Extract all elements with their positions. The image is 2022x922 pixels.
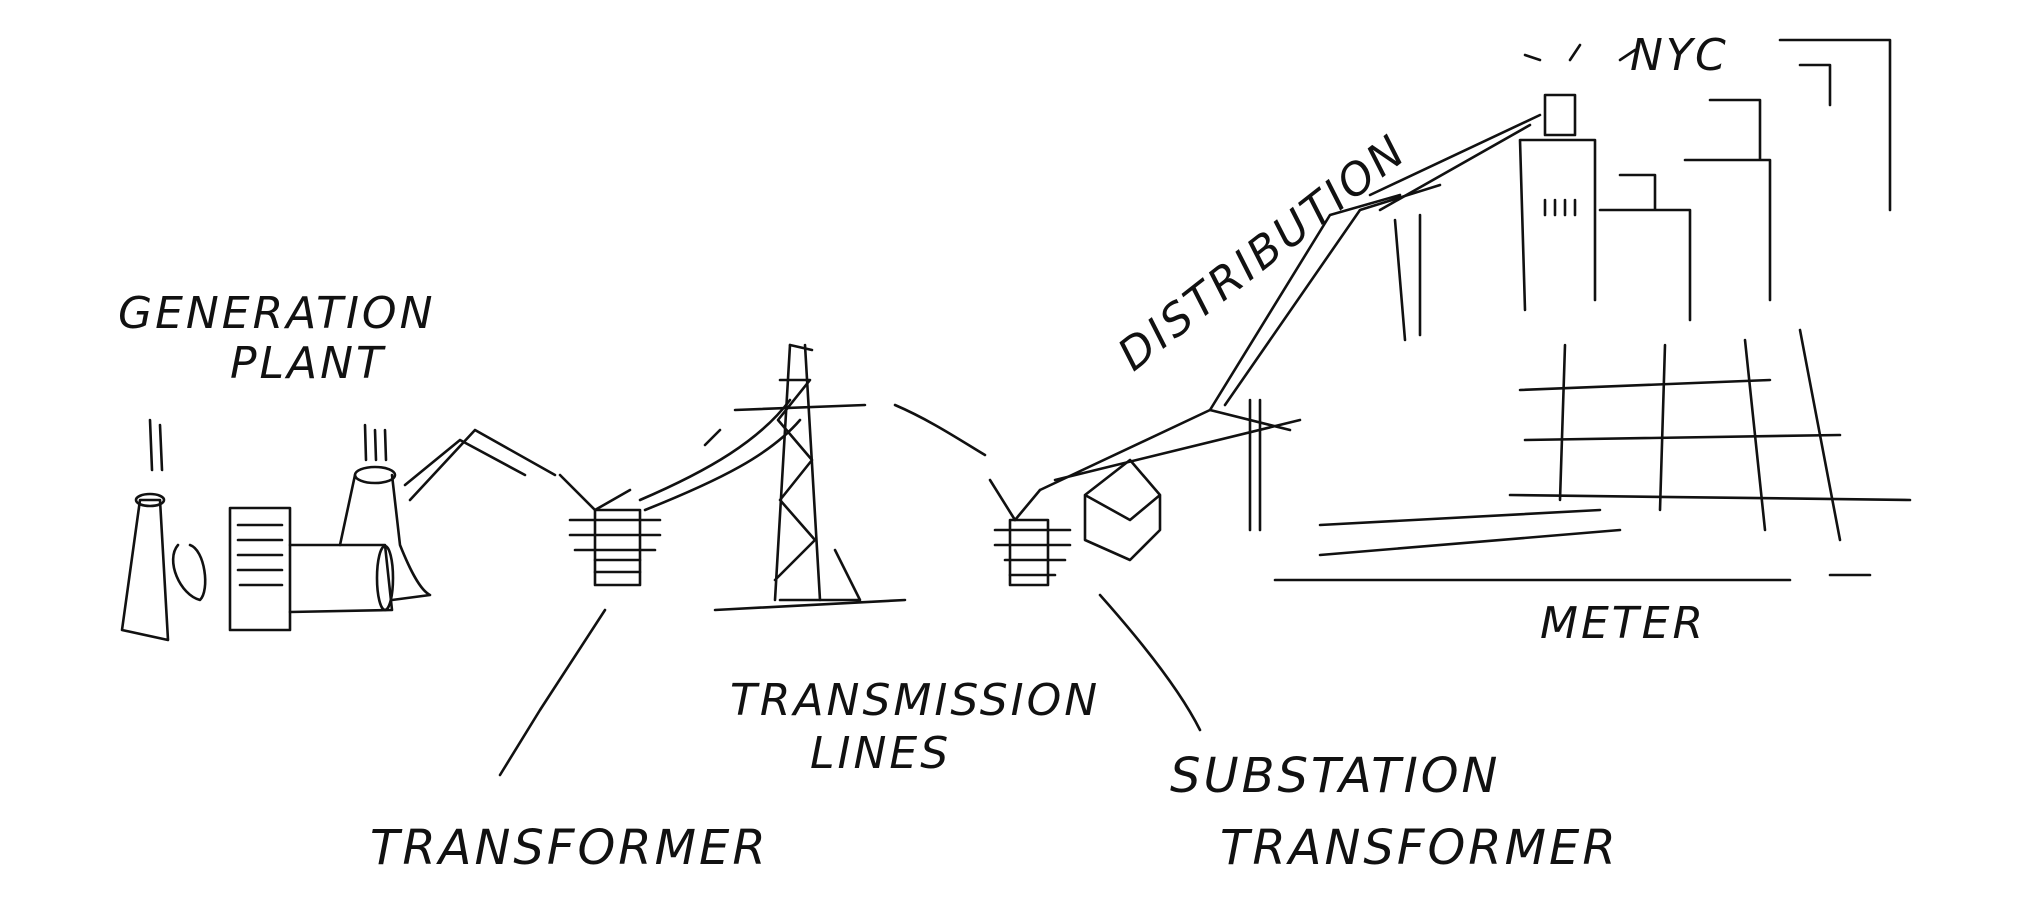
substation-transformer bbox=[988, 458, 1202, 732]
city-buildings bbox=[1518, 38, 1892, 322]
generation-plant bbox=[120, 418, 432, 642]
label-meter: METER bbox=[1540, 598, 1707, 649]
label-generation-line1: GENERATION bbox=[118, 288, 436, 339]
step-up-transformer bbox=[403, 428, 662, 777]
distribution-lines bbox=[1038, 113, 1542, 532]
label-substation-line1: SUBSTATION bbox=[1170, 748, 1501, 804]
transmission-tower bbox=[638, 343, 987, 612]
label-generation-line2: PLANT bbox=[230, 338, 386, 389]
label-transformer: TRANSFORMER bbox=[370, 820, 769, 876]
label-transmission-line2: LINES bbox=[810, 728, 952, 779]
meter-grid bbox=[1273, 328, 1912, 582]
label-transmission-line1: TRANSMISSION bbox=[730, 675, 1101, 726]
label-city: NYC bbox=[1630, 30, 1729, 81]
label-substation-line2: TRANSFORMER bbox=[1220, 820, 1619, 876]
